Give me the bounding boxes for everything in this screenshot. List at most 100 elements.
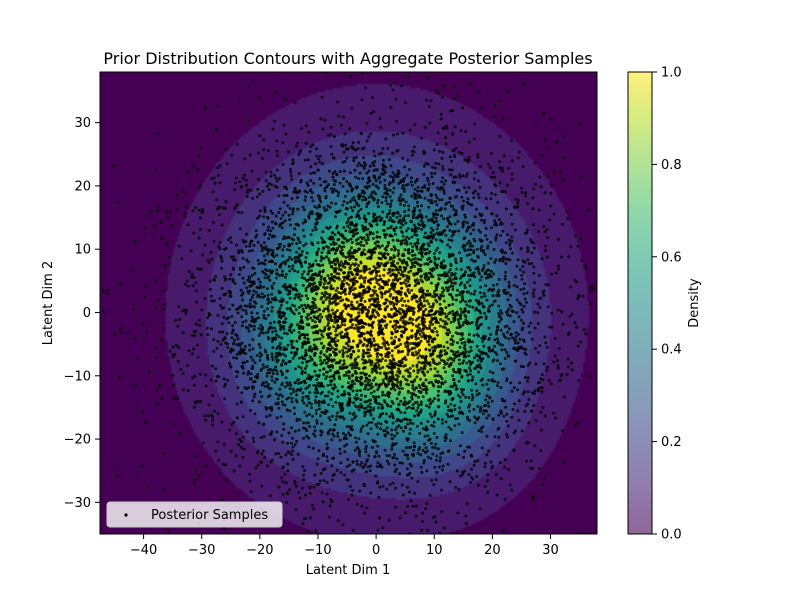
- posterior-sample-point: [337, 231, 341, 235]
- posterior-sample-point: [307, 323, 311, 327]
- posterior-sample-point: [424, 215, 428, 219]
- posterior-sample-point: [487, 414, 491, 417]
- posterior-sample-point: [360, 393, 363, 397]
- posterior-sample-point: [331, 404, 335, 408]
- posterior-sample-point: [345, 371, 349, 374]
- posterior-sample-point: [370, 96, 374, 100]
- posterior-sample-point: [207, 403, 211, 407]
- posterior-sample-point: [448, 215, 452, 219]
- posterior-sample-point: [464, 318, 468, 322]
- posterior-sample-point: [302, 473, 306, 477]
- posterior-sample-point: [531, 494, 535, 498]
- posterior-sample-point: [442, 259, 446, 263]
- posterior-sample-point: [420, 136, 423, 140]
- posterior-sample-point: [383, 247, 387, 251]
- posterior-sample-point: [248, 302, 252, 306]
- posterior-sample-point: [540, 428, 543, 432]
- posterior-sample-point: [387, 218, 391, 222]
- posterior-sample-point: [404, 358, 408, 362]
- posterior-sample-point: [300, 486, 304, 490]
- posterior-sample-point: [516, 201, 520, 205]
- posterior-sample-point: [367, 279, 370, 283]
- posterior-sample-point: [195, 300, 199, 304]
- posterior-sample-point: [390, 433, 394, 437]
- posterior-sample-point: [216, 174, 220, 177]
- posterior-sample-point: [360, 191, 364, 195]
- posterior-sample-point: [414, 514, 418, 518]
- posterior-sample-point: [342, 278, 346, 282]
- posterior-sample-point: [554, 416, 558, 420]
- posterior-sample-point: [388, 359, 392, 363]
- posterior-sample-point: [229, 240, 233, 244]
- posterior-sample-point: [449, 293, 453, 297]
- posterior-sample-point: [459, 444, 462, 448]
- posterior-sample-point: [170, 224, 174, 228]
- posterior-sample-point: [398, 369, 402, 373]
- posterior-sample-point: [527, 324, 531, 328]
- posterior-sample-point: [410, 265, 414, 269]
- posterior-sample-point: [251, 266, 255, 270]
- posterior-sample-point: [372, 164, 376, 167]
- posterior-sample-point: [393, 365, 397, 369]
- posterior-sample-point: [533, 444, 537, 448]
- posterior-sample-point: [320, 430, 324, 434]
- posterior-sample-point: [503, 288, 507, 292]
- posterior-sample-point: [304, 348, 308, 352]
- posterior-sample-point: [274, 377, 278, 381]
- posterior-sample-point: [354, 224, 358, 228]
- posterior-sample-point: [342, 359, 346, 363]
- posterior-sample-point: [245, 304, 249, 308]
- posterior-sample-point: [359, 463, 363, 467]
- posterior-sample-point: [346, 354, 350, 358]
- posterior-sample-point: [197, 154, 201, 158]
- posterior-sample-point: [443, 312, 447, 316]
- posterior-sample-point: [251, 380, 255, 384]
- posterior-sample-point: [291, 339, 295, 343]
- posterior-sample-point: [289, 383, 293, 387]
- posterior-sample-point: [369, 491, 373, 495]
- posterior-sample-point: [325, 459, 329, 463]
- posterior-sample-point: [449, 222, 453, 226]
- posterior-sample-point: [343, 132, 347, 136]
- posterior-sample-point: [405, 242, 409, 246]
- posterior-sample-point: [522, 304, 526, 308]
- posterior-sample-point: [315, 206, 319, 210]
- posterior-sample-point: [446, 405, 450, 409]
- posterior-sample-point: [420, 223, 424, 226]
- posterior-sample-point: [464, 395, 468, 399]
- posterior-sample-point: [437, 273, 441, 277]
- posterior-sample-point: [423, 434, 427, 438]
- posterior-sample-point: [270, 375, 274, 379]
- posterior-sample-point: [401, 184, 405, 187]
- posterior-sample-point: [394, 486, 398, 490]
- posterior-sample-point: [514, 335, 518, 339]
- posterior-sample-point: [332, 270, 336, 274]
- posterior-sample-point: [377, 402, 381, 406]
- posterior-sample-point: [410, 395, 414, 399]
- posterior-sample-point: [241, 320, 245, 324]
- posterior-sample-point: [452, 148, 456, 152]
- posterior-sample-point: [106, 288, 110, 292]
- posterior-sample-point: [208, 287, 212, 291]
- posterior-sample-point: [477, 483, 481, 487]
- posterior-sample-point: [371, 320, 375, 324]
- posterior-sample-point: [428, 361, 432, 365]
- posterior-sample-point: [404, 446, 408, 450]
- posterior-sample-point: [265, 374, 269, 378]
- posterior-sample-point: [450, 239, 454, 242]
- posterior-sample-point: [463, 343, 467, 347]
- posterior-sample-point: [410, 235, 414, 239]
- posterior-sample-point: [355, 393, 359, 397]
- posterior-sample-point: [314, 529, 318, 533]
- posterior-sample-point: [432, 233, 436, 237]
- posterior-sample-point: [263, 276, 267, 280]
- posterior-sample-point: [237, 443, 241, 447]
- posterior-sample-point: [414, 335, 418, 339]
- posterior-sample-point: [163, 302, 167, 306]
- posterior-sample-point: [482, 221, 486, 225]
- posterior-sample-point: [303, 158, 307, 162]
- posterior-sample-point: [200, 308, 204, 312]
- posterior-sample-point: [250, 311, 254, 315]
- posterior-sample-point: [420, 189, 424, 193]
- posterior-sample-point: [395, 296, 399, 300]
